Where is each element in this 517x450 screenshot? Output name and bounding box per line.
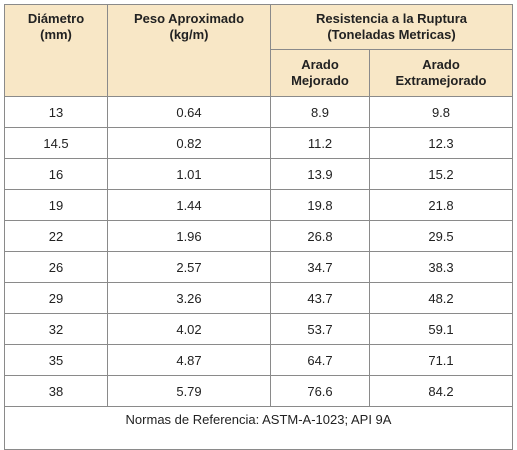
table-cell: 4.87	[107, 344, 271, 376]
table-cell: 48.2	[369, 282, 513, 314]
header-text: Arado	[301, 57, 339, 72]
footer-note: Normas de Referencia: ASTM-A-1023; API 9…	[4, 406, 513, 450]
table-row: 38 5.79 76.6 84.2	[4, 375, 513, 407]
table-row: 29 3.26 43.7 48.2	[4, 282, 513, 314]
table-cell: 1.44	[107, 189, 271, 221]
table-cell: 1.96	[107, 220, 271, 252]
table-cell: 71.1	[369, 344, 513, 376]
header-text: (kg/m)	[169, 27, 209, 42]
header-text: (mm)	[40, 27, 72, 42]
table-row: 19 1.44 19.8 21.8	[4, 189, 513, 221]
rope-table: Diámetro (mm) Peso Aproximado (kg/m) Resis…	[4, 4, 513, 450]
table-cell: 34.7	[270, 251, 370, 283]
header-text: Resistencia a la Ruptura	[316, 11, 467, 26]
table-row: 26 2.57 34.7 38.3	[4, 251, 513, 283]
table-cell: 53.7	[270, 313, 370, 345]
table-cell: 11.2	[270, 127, 370, 159]
table-cell: 8.9	[270, 96, 370, 128]
table-cell: 19.8	[270, 189, 370, 221]
table-row: 32 4.02 53.7 59.1	[4, 313, 513, 345]
header-cell: Arado Mejorado	[270, 49, 370, 97]
table-cell: 13	[4, 96, 108, 128]
table-cell: 2.57	[107, 251, 271, 283]
table-cell: 76.6	[270, 375, 370, 407]
table-cell: 64.7	[270, 344, 370, 376]
table-cell: 84.2	[369, 375, 513, 407]
table-body: 13 0.64 8.9 9.8 14.5 0.82 11.2 12.3 16 1.01 13.9 15…	[4, 96, 513, 407]
table-cell: 59.1	[369, 313, 513, 345]
table-cell: 38	[4, 375, 108, 407]
table-cell: 32	[4, 313, 108, 345]
table-cell: 0.82	[107, 127, 271, 159]
table-footer: Normas de Referencia: ASTM-A-1023; API 9…	[4, 406, 513, 450]
table-row: 22 1.96 26.8 29.5	[4, 220, 513, 252]
table-cell: 12.3	[369, 127, 513, 159]
table-cell: 26	[4, 251, 108, 283]
table-cell: 4.02	[107, 313, 271, 345]
header-text: Mejorado	[291, 73, 349, 88]
header-text: (Toneladas Metricas)	[327, 27, 456, 42]
header-text: Diámetro	[27, 11, 85, 26]
table-cell: 1.01	[107, 158, 271, 190]
header-cell: Arado Extramejorado	[369, 49, 513, 97]
table-cell: 0.64	[107, 96, 271, 128]
table-row: 14.5 0.82 11.2 12.3	[4, 127, 513, 159]
table-cell: 13.9	[270, 158, 370, 190]
table-cell: 38.3	[369, 251, 513, 283]
table-cell: 3.26	[107, 282, 271, 314]
header-text: Peso Aproximado	[133, 11, 245, 26]
header-text: Arado	[422, 57, 460, 72]
table-cell: 29.5	[369, 220, 513, 252]
table-cell: 21.8	[369, 189, 513, 221]
table-row: 13 0.64 8.9 9.8	[4, 96, 513, 128]
table-cell: 43.7	[270, 282, 370, 314]
header-cell: Diámetro (mm)	[4, 4, 108, 97]
header-cell: Resistencia a la Ruptura (Toneladas Metri…	[270, 4, 513, 50]
table-row: 16 1.01 13.9 15.2	[4, 158, 513, 190]
table-cell: 29	[4, 282, 108, 314]
table-cell: 5.79	[107, 375, 271, 407]
header-text: Extramejorado	[395, 73, 487, 88]
header-cell: Peso Aproximado (kg/m)	[107, 4, 271, 97]
table-header: Diámetro (mm) Peso Aproximado (kg/m) Resis…	[4, 4, 513, 97]
table-cell: 15.2	[369, 158, 513, 190]
table-cell: 14.5	[4, 127, 108, 159]
table-cell: 16	[4, 158, 108, 190]
table-cell: 19	[4, 189, 108, 221]
table-cell: 22	[4, 220, 108, 252]
table-cell: 9.8	[369, 96, 513, 128]
table-cell: 35	[4, 344, 108, 376]
table-row: 35 4.87 64.7 71.1	[4, 344, 513, 376]
table-cell: 26.8	[270, 220, 370, 252]
